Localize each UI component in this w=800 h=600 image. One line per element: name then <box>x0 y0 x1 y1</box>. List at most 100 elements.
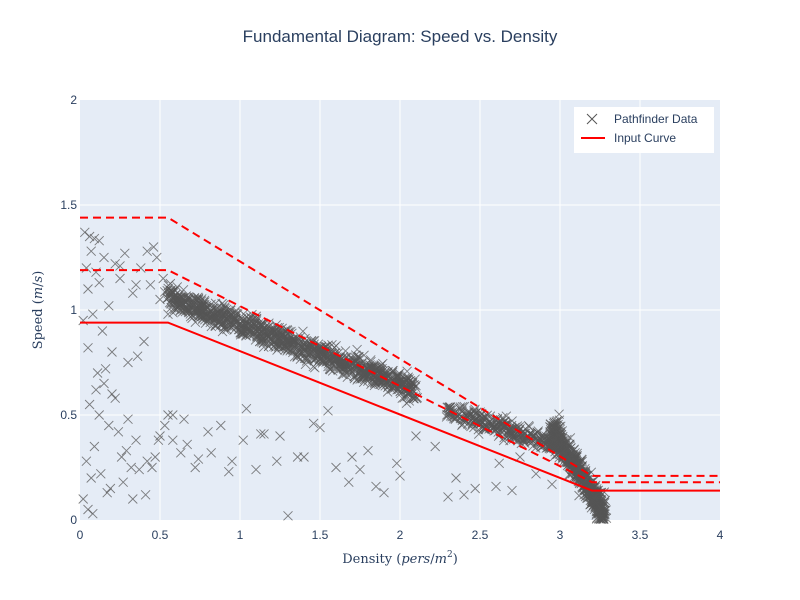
y-tick-label: 0.5 <box>60 408 77 422</box>
scatter-point <box>601 505 611 515</box>
scatter-point <box>150 452 161 462</box>
scatter-point <box>105 483 116 494</box>
x-tick-label: 2.5 <box>472 528 489 542</box>
scatter-point <box>251 464 261 475</box>
scatter-point <box>444 405 455 416</box>
scatter-point <box>158 273 169 284</box>
scatter-point <box>551 416 562 427</box>
scatter-point <box>298 347 308 358</box>
scatter-point <box>206 447 217 458</box>
scatter-point <box>167 410 178 420</box>
scatter-point <box>210 315 221 325</box>
scatter-point <box>283 510 293 521</box>
scatter-point <box>230 307 240 318</box>
scatter-point <box>273 342 284 353</box>
scatter-point <box>188 300 199 311</box>
input-curve-line <box>80 321 720 492</box>
scatter-point <box>167 435 178 446</box>
scatter-point <box>459 401 470 412</box>
scatter-point <box>89 233 100 244</box>
scatter-point <box>263 341 274 352</box>
x-tick-label: 1.5 <box>312 528 329 542</box>
scatter-point <box>550 442 561 453</box>
scatter-point <box>487 419 498 430</box>
scatter-point <box>311 347 322 358</box>
scatter-point <box>127 288 138 299</box>
scatter-point <box>340 366 350 376</box>
scatter-point <box>131 435 141 446</box>
scatter-point <box>172 294 183 305</box>
y-tick-label: 1 <box>70 303 77 317</box>
scatter-point <box>274 340 285 351</box>
scatter-point <box>134 464 145 475</box>
scatter-point <box>217 309 228 320</box>
scatter-point <box>467 410 478 421</box>
scatter-point <box>298 326 308 337</box>
scatter-point <box>126 462 137 473</box>
scatter-point <box>132 351 143 362</box>
scatter-point <box>591 514 602 524</box>
scatter-point <box>180 298 191 308</box>
scatter-point <box>205 310 216 321</box>
scatter-point <box>524 422 535 432</box>
scatter-point <box>277 330 288 340</box>
x-tick-label: 0.5 <box>152 528 169 542</box>
x-tick-label: 0 <box>77 528 84 542</box>
dashed-bound-line <box>80 216 720 477</box>
legend-item-input-curve[interactable]: Input Curve <box>581 131 676 145</box>
scatter-point <box>238 325 249 335</box>
scatter-point <box>325 364 336 375</box>
scatter-point <box>110 258 121 269</box>
scatter-point <box>531 468 541 479</box>
scatter-point <box>547 479 557 490</box>
scatter-point <box>148 242 159 252</box>
scatter-point <box>151 252 162 263</box>
scatter-point <box>350 355 361 366</box>
x-tick-label: 3 <box>557 528 564 542</box>
scatter-point <box>340 346 351 356</box>
scatter-point <box>83 342 93 353</box>
scatter-point <box>331 355 342 366</box>
scatter-point <box>521 433 531 444</box>
scatter-point <box>178 298 188 308</box>
scatter-point <box>323 405 333 416</box>
legend-label-pathfinder-data: Pathfinder Data <box>614 112 698 126</box>
scatter-point <box>594 514 604 524</box>
scatter-point <box>451 473 461 483</box>
scatter-point <box>94 235 105 246</box>
scatter-point <box>307 354 317 365</box>
x-tick-label: 1 <box>237 528 244 542</box>
scatter-point <box>177 293 188 304</box>
scatter-point <box>349 358 359 369</box>
legend-label-input-curve: Input Curve <box>614 131 676 145</box>
scatter-point <box>83 284 93 294</box>
scatter-point <box>284 327 294 337</box>
scatter-point <box>370 376 381 387</box>
scatter-point <box>250 321 260 332</box>
scatter-point <box>379 487 389 498</box>
scatter-point <box>238 435 249 446</box>
legend-item-pathfinder-data[interactable]: Pathfinder Data <box>586 112 698 126</box>
scatter-point <box>139 336 149 347</box>
scatter-point <box>87 309 98 320</box>
legend[interactable]: Pathfinder Data Input Curve <box>574 107 714 153</box>
scatter-point <box>362 371 373 382</box>
scatter-point <box>127 494 138 504</box>
scatter-point <box>123 414 133 425</box>
x-tick-label: 4 <box>717 528 724 542</box>
scatter-point <box>343 477 354 488</box>
scatter-point <box>115 273 125 284</box>
scatter-point <box>353 368 364 379</box>
legend-box <box>574 107 714 153</box>
scatter-point <box>250 318 261 328</box>
scatter-point <box>179 414 189 425</box>
scatter-point <box>113 426 124 437</box>
scatter-point <box>403 372 414 382</box>
scatter-point <box>100 363 111 374</box>
scatter-point <box>239 319 250 329</box>
scatter-point <box>292 350 303 361</box>
x-tick-label: 3.5 <box>632 528 649 542</box>
scatter-point <box>352 344 362 355</box>
scatter-point <box>78 494 89 504</box>
